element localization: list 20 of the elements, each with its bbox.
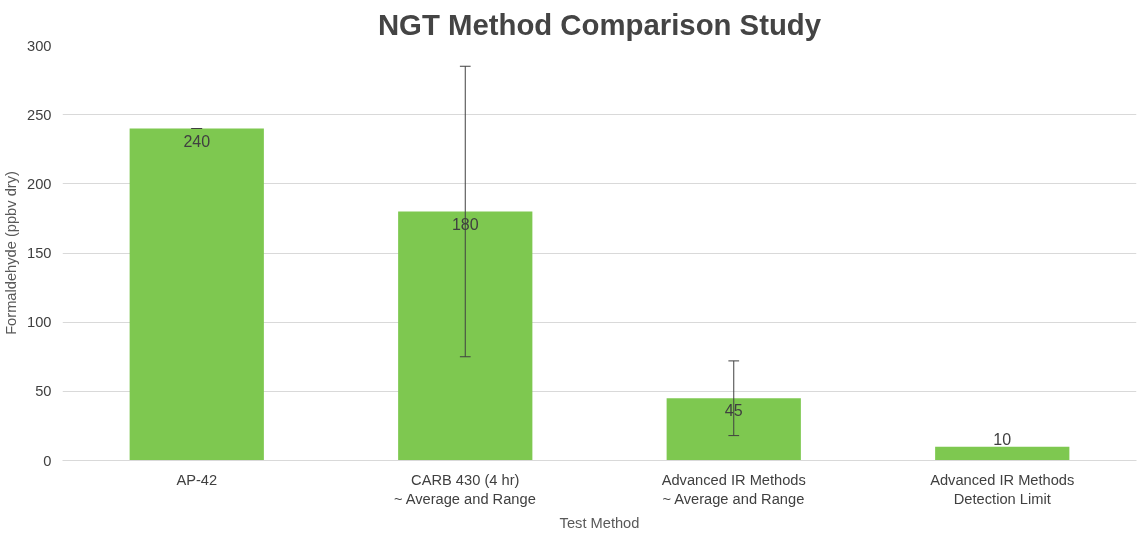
x-tick-label: Advanced IR Methods ~ Average and Range <box>661 471 806 507</box>
bar <box>398 211 533 461</box>
y-tick-label: 200 <box>27 175 52 192</box>
y-tick-label: 0 <box>43 452 52 469</box>
x-tick-label: AP-42 <box>176 471 218 488</box>
data-label: 240 <box>183 132 211 150</box>
y-tick-label: 100 <box>27 314 52 331</box>
y-axis-title: Formaldehyde (ppbv dry) <box>3 171 20 335</box>
x-tick-label: Advanced IR Methods Detection Limit <box>930 471 1075 507</box>
x-tick-label: CARB 430 (4 hr) ~ Average and Range <box>393 471 536 507</box>
y-tick-label: 300 <box>27 37 52 54</box>
chart-title: NGT Method Comparison Study <box>377 7 822 41</box>
y-tick-label: 150 <box>27 245 52 261</box>
bar <box>666 398 801 461</box>
y-tick-label: 50 <box>35 383 52 400</box>
y-tick-label: 250 <box>27 106 52 123</box>
bar <box>129 128 264 461</box>
bar <box>935 446 1070 461</box>
data-label: 10 <box>993 430 1012 448</box>
x-axis-title: Test Method <box>559 514 640 531</box>
